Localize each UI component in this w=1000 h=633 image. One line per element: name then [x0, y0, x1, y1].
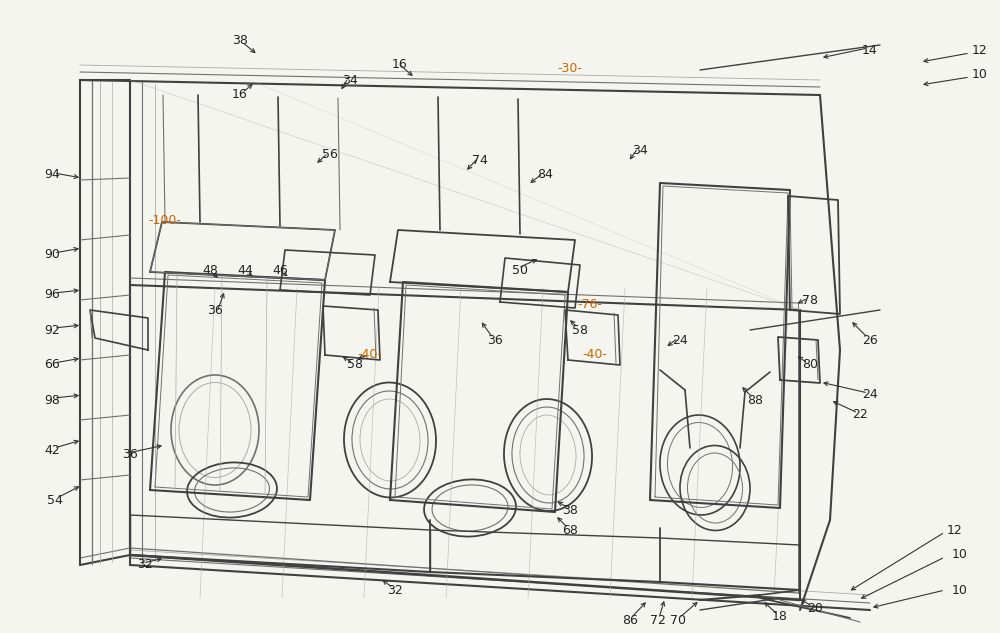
- Text: 34: 34: [632, 144, 648, 156]
- Text: 50: 50: [512, 263, 528, 277]
- Text: 48: 48: [202, 263, 218, 277]
- Text: 58: 58: [572, 323, 588, 337]
- Text: 32: 32: [137, 558, 153, 572]
- Text: 14: 14: [862, 44, 878, 56]
- Text: 66: 66: [44, 358, 60, 372]
- Text: 10: 10: [952, 584, 968, 596]
- Text: 24: 24: [862, 389, 878, 401]
- Text: 36: 36: [487, 334, 503, 346]
- Text: -100-: -100-: [149, 213, 181, 227]
- Text: -76-: -76-: [578, 299, 602, 311]
- Text: 38: 38: [562, 503, 578, 517]
- Text: 70: 70: [670, 613, 686, 627]
- Text: 38: 38: [232, 34, 248, 46]
- Text: 80: 80: [802, 358, 818, 372]
- Text: 88: 88: [747, 394, 763, 406]
- Text: 36: 36: [122, 449, 138, 461]
- Text: 24: 24: [672, 334, 688, 346]
- Text: 74: 74: [472, 153, 488, 166]
- Text: 58: 58: [347, 358, 363, 372]
- Text: -40-: -40-: [583, 349, 607, 361]
- Text: 16: 16: [232, 89, 248, 101]
- Text: 12: 12: [972, 44, 988, 56]
- Text: 78: 78: [802, 294, 818, 306]
- Text: 12: 12: [947, 523, 963, 537]
- Text: 42: 42: [44, 444, 60, 456]
- Text: 26: 26: [862, 334, 878, 346]
- Text: 54: 54: [47, 494, 63, 506]
- Text: 34: 34: [342, 73, 358, 87]
- Text: 92: 92: [44, 323, 60, 337]
- Text: 46: 46: [272, 263, 288, 277]
- Text: 56: 56: [322, 149, 338, 161]
- Text: 22: 22: [852, 408, 868, 422]
- Text: -40-: -40-: [358, 349, 382, 361]
- Text: 90: 90: [44, 249, 60, 261]
- Text: -30-: -30-: [558, 61, 582, 75]
- Text: 20: 20: [807, 601, 823, 615]
- Text: 10: 10: [952, 549, 968, 561]
- Text: 36: 36: [207, 303, 223, 316]
- Text: 98: 98: [44, 394, 60, 406]
- Text: 32: 32: [387, 584, 403, 596]
- Text: 18: 18: [772, 610, 788, 624]
- Text: 96: 96: [44, 289, 60, 301]
- Text: 94: 94: [44, 168, 60, 182]
- Text: 72: 72: [650, 613, 666, 627]
- Text: 44: 44: [237, 263, 253, 277]
- Text: 84: 84: [537, 168, 553, 182]
- Text: 10: 10: [972, 68, 988, 82]
- Text: 68: 68: [562, 523, 578, 537]
- Text: 16: 16: [392, 58, 408, 72]
- Text: 86: 86: [622, 613, 638, 627]
